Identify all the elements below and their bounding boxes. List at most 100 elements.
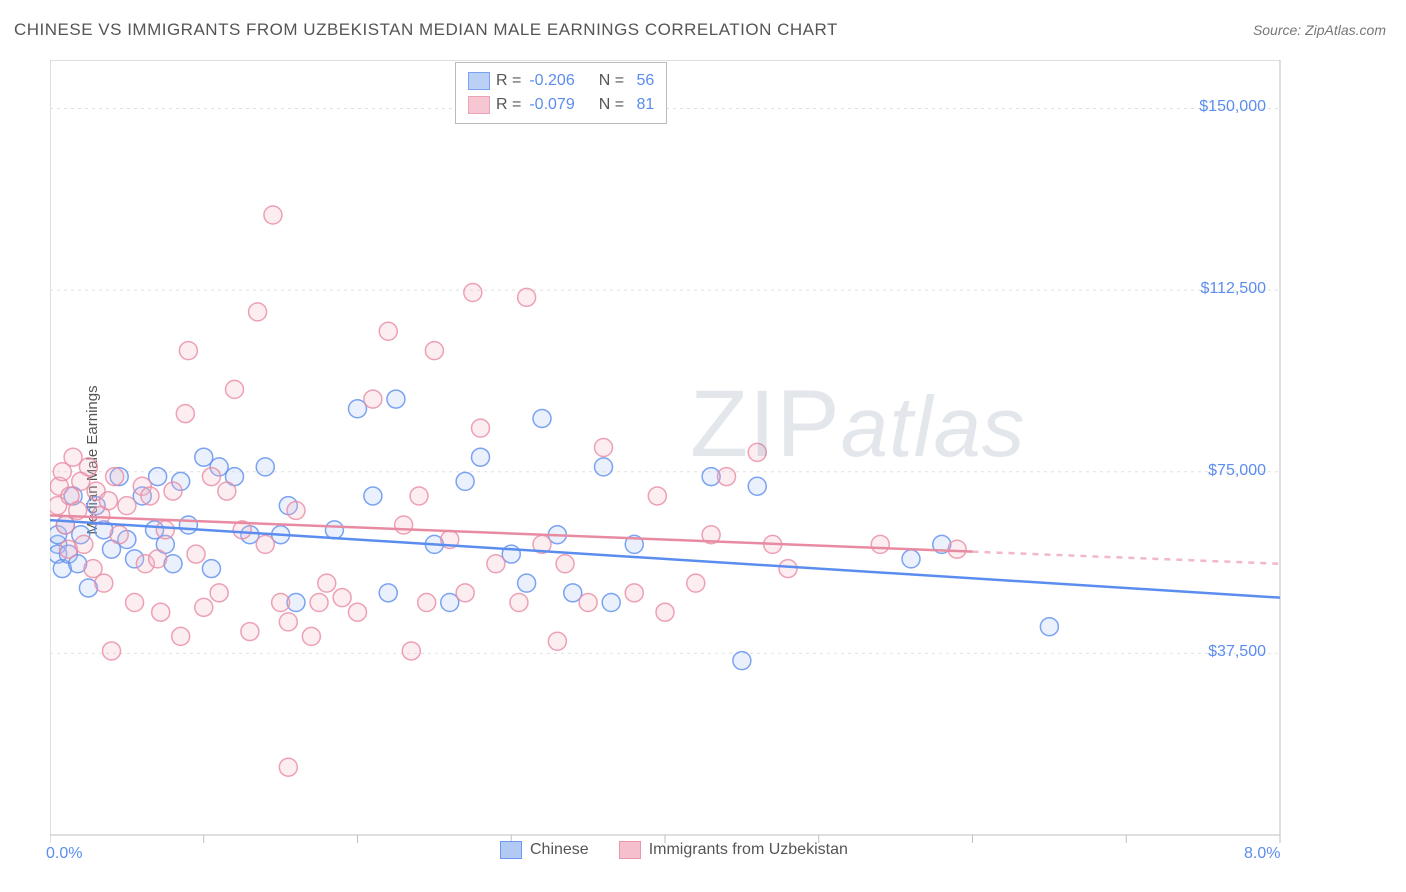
data-point	[333, 589, 351, 607]
legend-swatch	[468, 96, 490, 114]
data-point	[164, 482, 182, 500]
data-point	[456, 472, 474, 490]
correlation-stats-box: R = -0.206 N = 56R = -0.079 N = 81	[455, 62, 667, 124]
data-point	[625, 584, 643, 602]
stats-row: R = -0.206N = 56	[468, 69, 654, 93]
data-point	[118, 497, 136, 515]
data-point	[95, 574, 113, 592]
data-point	[595, 458, 613, 476]
data-point	[418, 594, 436, 612]
data-point	[256, 535, 274, 553]
legend-swatch	[500, 841, 522, 859]
data-point	[902, 550, 920, 568]
data-point	[595, 439, 613, 457]
data-point	[75, 535, 93, 553]
data-point	[279, 613, 297, 631]
data-point	[176, 405, 194, 423]
regression-line-extrapolated	[973, 552, 1281, 564]
data-point	[279, 758, 297, 776]
data-point	[518, 574, 536, 592]
scatter-plot-svg	[50, 60, 1390, 860]
data-point	[256, 458, 274, 476]
data-point	[656, 603, 674, 621]
legend: Chinese Immigrants from Uzbekistan	[500, 841, 848, 859]
data-point	[56, 516, 74, 534]
data-point	[272, 594, 290, 612]
data-point	[379, 584, 397, 602]
data-point	[387, 390, 405, 408]
data-point	[1040, 618, 1058, 636]
data-point	[472, 419, 490, 437]
data-point	[264, 206, 282, 224]
data-point	[548, 632, 566, 650]
data-point	[718, 468, 736, 486]
data-point	[202, 560, 220, 578]
stat-r-value: -0.079	[529, 93, 574, 117]
legend-label: Immigrants from Uzbekistan	[649, 841, 848, 859]
data-point	[733, 652, 751, 670]
data-point	[364, 487, 382, 505]
data-point	[579, 594, 597, 612]
data-point	[779, 560, 797, 578]
data-point	[349, 603, 367, 621]
legend-swatch	[619, 841, 641, 859]
data-point	[425, 342, 443, 360]
stat-n-label: N =	[599, 93, 624, 117]
data-point	[948, 540, 966, 558]
data-point	[179, 516, 197, 534]
data-point	[99, 492, 117, 510]
data-point	[318, 574, 336, 592]
stats-row: R = -0.079 N = 81	[468, 93, 654, 117]
data-point	[187, 545, 205, 563]
data-point	[748, 477, 766, 495]
legend-swatch	[468, 72, 490, 90]
data-point	[152, 603, 170, 621]
data-point	[379, 322, 397, 340]
stat-n-value: 81	[632, 93, 654, 117]
data-point	[79, 458, 97, 476]
stat-n-label: N =	[599, 69, 624, 93]
x-tick-label: 8.0%	[1244, 845, 1280, 863]
data-point	[556, 555, 574, 573]
data-point	[748, 443, 766, 461]
data-point	[456, 584, 474, 602]
data-point	[226, 380, 244, 398]
data-point	[310, 594, 328, 612]
data-point	[103, 642, 121, 660]
data-point	[472, 448, 490, 466]
stat-n-value: 56	[632, 69, 654, 93]
data-point	[364, 390, 382, 408]
data-point	[126, 594, 144, 612]
data-point	[395, 516, 413, 534]
chart-container: Median Male Earnings ZIPatlas $37,500$75…	[50, 60, 1390, 860]
data-point	[106, 468, 124, 486]
source-attribution: Source: ZipAtlas.com	[1253, 22, 1386, 38]
data-point	[518, 288, 536, 306]
data-point	[210, 584, 228, 602]
x-tick-label: 0.0%	[46, 845, 82, 863]
data-point	[202, 468, 220, 486]
data-point	[687, 574, 705, 592]
data-point	[402, 642, 420, 660]
data-point	[602, 594, 620, 612]
data-point	[149, 550, 167, 568]
y-tick-label: $75,000	[1208, 462, 1266, 480]
regression-line	[50, 520, 1280, 598]
data-point	[464, 284, 482, 302]
stat-r-value: -0.206	[529, 69, 574, 93]
data-point	[410, 487, 428, 505]
data-point	[287, 501, 305, 519]
legend-item: Immigrants from Uzbekistan	[619, 841, 848, 859]
data-point	[141, 487, 159, 505]
chart-title: CHINESE VS IMMIGRANTS FROM UZBEKISTAN ME…	[14, 20, 838, 40]
data-point	[325, 521, 343, 539]
data-point	[302, 627, 320, 645]
data-point	[533, 409, 551, 427]
stat-r-label: R =	[496, 93, 521, 117]
legend-item: Chinese	[500, 841, 589, 859]
data-point	[156, 521, 174, 539]
data-point	[510, 594, 528, 612]
data-point	[195, 598, 213, 616]
data-point	[241, 623, 259, 641]
data-point	[172, 627, 190, 645]
